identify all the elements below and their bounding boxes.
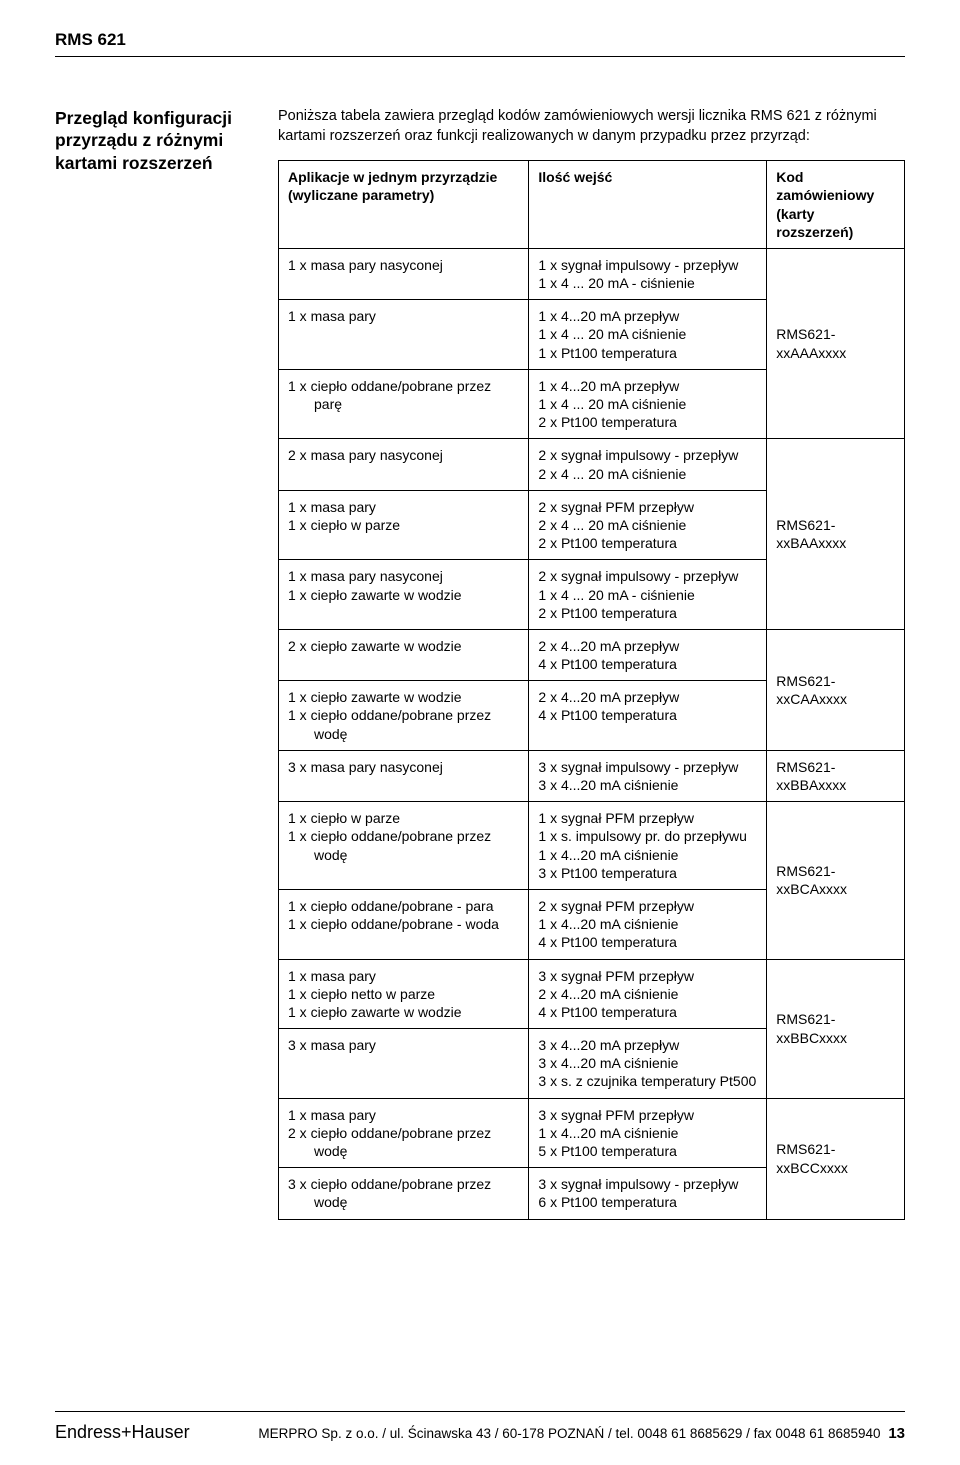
cell-order-code: RMS621-xxCAAxxxx bbox=[767, 629, 905, 750]
cell-inputs: 3 x sygnał PFM przepływ2 x 4...20 mA ciś… bbox=[529, 959, 767, 1029]
cell-inputs: 3 x sygnał impulsowy - przepływ6 x Pt100… bbox=[529, 1168, 767, 1219]
col-header-code: Kod zamówieniowy (karty rozszerzeń) bbox=[767, 161, 905, 249]
cell-application: 1 x ciepło oddane/pobrane - para1 x ciep… bbox=[279, 889, 529, 959]
footer-brand: Endress+Hauser bbox=[55, 1422, 190, 1443]
cell-inputs: 2 x sygnał impulsowy - przepływ2 x 4 ...… bbox=[529, 439, 767, 490]
table-row: 3 x masa pary nasyconej3 x sygnał impuls… bbox=[279, 750, 905, 801]
section-title-line2: przyrządu z różnymi bbox=[55, 130, 223, 150]
col-header-apps-l2: (wyliczane parametry) bbox=[288, 187, 434, 203]
table-row: 2 x masa pary nasyconej2 x sygnał impuls… bbox=[279, 439, 905, 490]
col-header-apps-l1: Aplikacje w jednym przyrządzie bbox=[288, 169, 497, 185]
cell-application: 1 x ciepło zawarte w wodzie1 x ciepło od… bbox=[279, 681, 529, 751]
table-row: 1 x masa pary2 x ciepło oddane/pobrane p… bbox=[279, 1098, 905, 1168]
cell-order-code: RMS621-xxBBAxxxx bbox=[767, 750, 905, 801]
cell-application: 1 x masa pary1 x ciepło w parze bbox=[279, 490, 529, 560]
cell-application: 1 x masa pary bbox=[279, 300, 529, 370]
cell-application: 1 x masa pary nasyconej bbox=[279, 248, 529, 299]
section-title-line1: Przegląd konfiguracji bbox=[55, 108, 232, 128]
page-footer: Endress+Hauser MERPRO Sp. z o.o. / ul. Ś… bbox=[55, 1411, 905, 1443]
table-row: 1 x masa pary nasyconej1 x sygnał impuls… bbox=[279, 248, 905, 299]
cell-application: 3 x masa pary nasyconej bbox=[279, 750, 529, 801]
cell-application: 2 x ciepło zawarte w wodzie bbox=[279, 629, 529, 680]
cell-inputs: 2 x sygnał impulsowy - przepływ1 x 4 ...… bbox=[529, 560, 767, 630]
footer-rule bbox=[55, 1411, 905, 1412]
table-header-row: Aplikacje w jednym przyrządzie (wyliczan… bbox=[279, 161, 905, 249]
cell-application: 3 x masa pary bbox=[279, 1029, 529, 1099]
page-header-title: RMS 621 bbox=[55, 30, 905, 50]
cell-inputs: 1 x sygnał PFM przepływ1 x s. impulsowy … bbox=[529, 802, 767, 890]
section-title-line3: kartami rozszerzeń bbox=[55, 153, 213, 173]
cell-inputs: 1 x 4...20 mA przepływ1 x 4 ... 20 mA ci… bbox=[529, 369, 767, 439]
cell-inputs: 1 x 4...20 mA przepływ1 x 4 ... 20 mA ci… bbox=[529, 300, 767, 370]
footer-center-text: MERPRO Sp. z o.o. / ul. Ścinawska 43 / 6… bbox=[258, 1425, 905, 1442]
cell-application: 3 x ciepło oddane/pobrane przezwodę bbox=[279, 1168, 529, 1219]
table-row: 1 x masa pary1 x ciepło netto w parze1 x… bbox=[279, 959, 905, 1029]
table-row: 1 x ciepło w parze1 x ciepło oddane/pobr… bbox=[279, 802, 905, 890]
cell-inputs: 3 x sygnał PFM przepływ1 x 4...20 mA ciś… bbox=[529, 1098, 767, 1168]
cell-inputs: 3 x 4...20 mA przepływ3 x 4...20 mA ciśn… bbox=[529, 1029, 767, 1099]
footer-page-number: 13 bbox=[888, 1425, 905, 1442]
col-header-inputs: Ilość wejść bbox=[529, 161, 767, 249]
col-header-code-l2: (karty rozszerzeń) bbox=[776, 206, 853, 240]
cell-application: 1 x masa pary nasyconej1 x ciepło zawart… bbox=[279, 560, 529, 630]
cell-order-code: RMS621-xxBCCxxxx bbox=[767, 1098, 905, 1219]
cell-application: 2 x masa pary nasyconej bbox=[279, 439, 529, 490]
table-row: 2 x ciepło zawarte w wodzie2 x 4...20 mA… bbox=[279, 629, 905, 680]
cell-application: 1 x masa pary1 x ciepło netto w parze1 x… bbox=[279, 959, 529, 1029]
cell-order-code: RMS621-xxBAAxxxx bbox=[767, 439, 905, 630]
cell-inputs: 3 x sygnał impulsowy - przepływ3 x 4...2… bbox=[529, 750, 767, 801]
cell-order-code: RMS621-xxBBCxxxx bbox=[767, 959, 905, 1098]
cell-inputs: 2 x 4...20 mA przepływ4 x Pt100 temperat… bbox=[529, 629, 767, 680]
col-header-apps: Aplikacje w jednym przyrządzie (wyliczan… bbox=[279, 161, 529, 249]
cell-application: 1 x masa pary2 x ciepło oddane/pobrane p… bbox=[279, 1098, 529, 1168]
cell-application: 1 x ciepło oddane/pobrane przezparę bbox=[279, 369, 529, 439]
cell-order-code: RMS621-xxBCAxxxx bbox=[767, 802, 905, 959]
config-table: Aplikacje w jednym przyrządzie (wyliczan… bbox=[278, 160, 905, 1219]
section-title: Przegląd konfiguracji przyrządu z różnym… bbox=[55, 107, 260, 174]
section-intro: Poniższa tabela zawiera przegląd kodów z… bbox=[278, 107, 905, 146]
cell-inputs: 1 x sygnał impulsowy - przepływ1 x 4 ...… bbox=[529, 248, 767, 299]
cell-application: 1 x ciepło w parze1 x ciepło oddane/pobr… bbox=[279, 802, 529, 890]
col-header-code-l1: Kod zamówieniowy bbox=[776, 169, 874, 203]
cell-order-code: RMS621-xxAAAxxxx bbox=[767, 248, 905, 439]
header-rule bbox=[55, 56, 905, 57]
cell-inputs: 2 x sygnał PFM przepływ1 x 4...20 mA ciś… bbox=[529, 889, 767, 959]
footer-address: MERPRO Sp. z o.o. / ul. Ścinawska 43 / 6… bbox=[258, 1426, 880, 1441]
cell-inputs: 2 x sygnał PFM przepływ2 x 4 ... 20 mA c… bbox=[529, 490, 767, 560]
cell-inputs: 2 x 4...20 mA przepływ4 x Pt100 temperat… bbox=[529, 681, 767, 751]
